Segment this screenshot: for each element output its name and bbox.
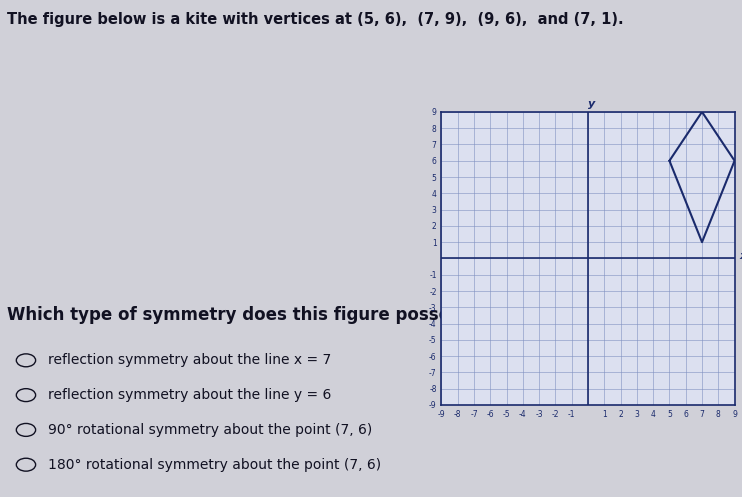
Text: Which type of symmetry does this figure possess?: Which type of symmetry does this figure … (7, 306, 480, 324)
Text: reflection symmetry about the line x = 7: reflection symmetry about the line x = 7 (48, 353, 332, 367)
Text: y: y (588, 99, 596, 109)
Text: The figure below is a kite with vertices at (5, 6),  (7, 9),  (9, 6),  and (7, 1: The figure below is a kite with vertices… (7, 12, 624, 27)
Text: 90° rotational symmetry about the point (7, 6): 90° rotational symmetry about the point … (48, 423, 372, 437)
Text: 180° rotational symmetry about the point (7, 6): 180° rotational symmetry about the point… (48, 458, 381, 472)
Text: x: x (739, 251, 742, 261)
Text: reflection symmetry about the line y = 6: reflection symmetry about the line y = 6 (48, 388, 332, 402)
